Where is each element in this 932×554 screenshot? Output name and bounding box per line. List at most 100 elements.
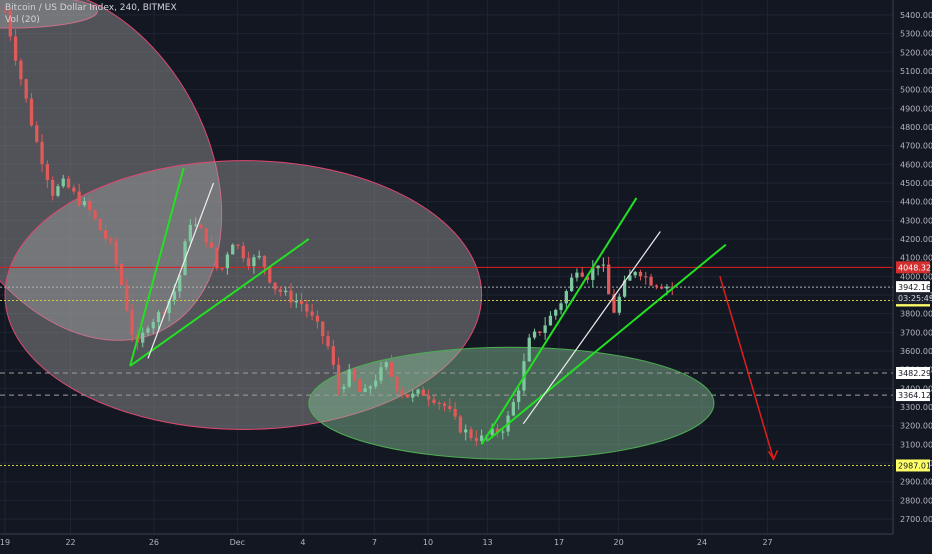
x-tick-label: 22 [65, 538, 75, 547]
price-badge: 4048.32 [898, 263, 931, 272]
y-tick-label: 4700.00 [900, 142, 932, 151]
candlesticks [3, 6, 674, 447]
candle-body [268, 267, 272, 283]
candle-body [389, 362, 394, 377]
white-trendline [147, 182, 215, 359]
candle-body [654, 285, 658, 287]
price-badge-bg [896, 281, 930, 294]
candle-body [125, 285, 129, 311]
candle-body [220, 268, 224, 270]
candle-body [660, 286, 664, 289]
candle-body [622, 280, 627, 297]
candle-body [612, 294, 616, 313]
candle-body [77, 191, 81, 206]
candle-body [649, 276, 653, 286]
candle-body [405, 394, 410, 398]
candle-body [172, 291, 177, 300]
candle-body [19, 60, 23, 80]
candle-body [665, 286, 669, 289]
symbol-title: Bitcoin / US Dollar Index, 240, BITMEX [5, 3, 177, 13]
y-tick-label: 4600.00 [900, 160, 932, 169]
x-tick-label: 26 [149, 538, 159, 547]
candle-body [178, 275, 182, 292]
candle-body [252, 257, 256, 267]
candle-body [628, 275, 632, 281]
candle-body [326, 336, 330, 347]
y-tick-label: 4300.00 [900, 216, 932, 225]
candle-body [469, 429, 473, 438]
price-badge: 3364.12 [898, 391, 931, 400]
candle-body [56, 186, 60, 196]
pattern-ellipse [308, 346, 715, 460]
x-tick-label: 20 [614, 538, 624, 547]
candle-body [82, 201, 87, 206]
candle-body [278, 289, 283, 293]
candle-body [569, 277, 574, 292]
price-badge: 3942.16 [898, 283, 931, 292]
candle-body [13, 36, 18, 61]
y-tick-label: 4500.00 [900, 179, 932, 188]
candle-body [601, 264, 606, 266]
candle-body [517, 390, 521, 403]
y-tick-label: 4200.00 [900, 235, 932, 244]
candle-body [670, 286, 674, 288]
candle-body [448, 406, 452, 409]
y-tick-label: 3700.00 [900, 328, 932, 337]
candle-body [458, 416, 463, 433]
price-badge: 2987.01 [898, 461, 931, 470]
pattern-ellipse [0, 0, 98, 29]
candle-body [8, 11, 12, 37]
candle-body [225, 254, 230, 269]
candle-body [204, 228, 208, 243]
candle-body [331, 346, 335, 365]
candle-body [644, 276, 648, 278]
candle-body [374, 380, 378, 387]
candle-body [464, 429, 468, 433]
y-tick-label: 2800.00 [900, 496, 932, 505]
y-tick-label: 5200.00 [900, 48, 932, 57]
candle-body [88, 201, 92, 211]
price-badge-bg [896, 459, 930, 472]
grid [0, 0, 893, 534]
candle-body [310, 311, 314, 316]
candle-body [3, 11, 7, 13]
y-tick-label: 3300.00 [900, 403, 932, 412]
candle-body [532, 331, 537, 338]
candle-body [119, 263, 124, 286]
candle-body [93, 210, 97, 219]
candle-body [294, 300, 298, 303]
candle-body [194, 224, 198, 226]
candle-body [421, 389, 425, 396]
candle-body [432, 399, 436, 403]
candle-body [162, 312, 166, 314]
candle-body [554, 309, 558, 316]
candle-body [543, 325, 547, 333]
y-tick-label: 5400.00 [900, 11, 932, 20]
candle-body [591, 268, 595, 280]
candle-body [411, 393, 415, 398]
candle-body [501, 431, 505, 433]
price-badge-bg [896, 261, 930, 274]
candle-body [66, 178, 71, 188]
candle-body [559, 303, 563, 310]
x-tick-label: 27 [762, 538, 772, 547]
candle-body [24, 79, 28, 99]
candle-body [98, 218, 102, 231]
candle-body [538, 331, 542, 333]
candle-body [352, 369, 357, 380]
price-badge-bg [896, 366, 930, 379]
candle-body [548, 315, 553, 326]
candle-body [633, 271, 637, 276]
candle-body [427, 395, 431, 400]
candle-body [395, 376, 399, 391]
candle-body [585, 276, 590, 280]
candle-body [29, 98, 34, 126]
candle-body [527, 337, 531, 362]
candle-body [474, 437, 478, 441]
candle-body [321, 321, 325, 337]
x-tick-label: 10 [423, 538, 433, 547]
candle-body [363, 388, 367, 392]
